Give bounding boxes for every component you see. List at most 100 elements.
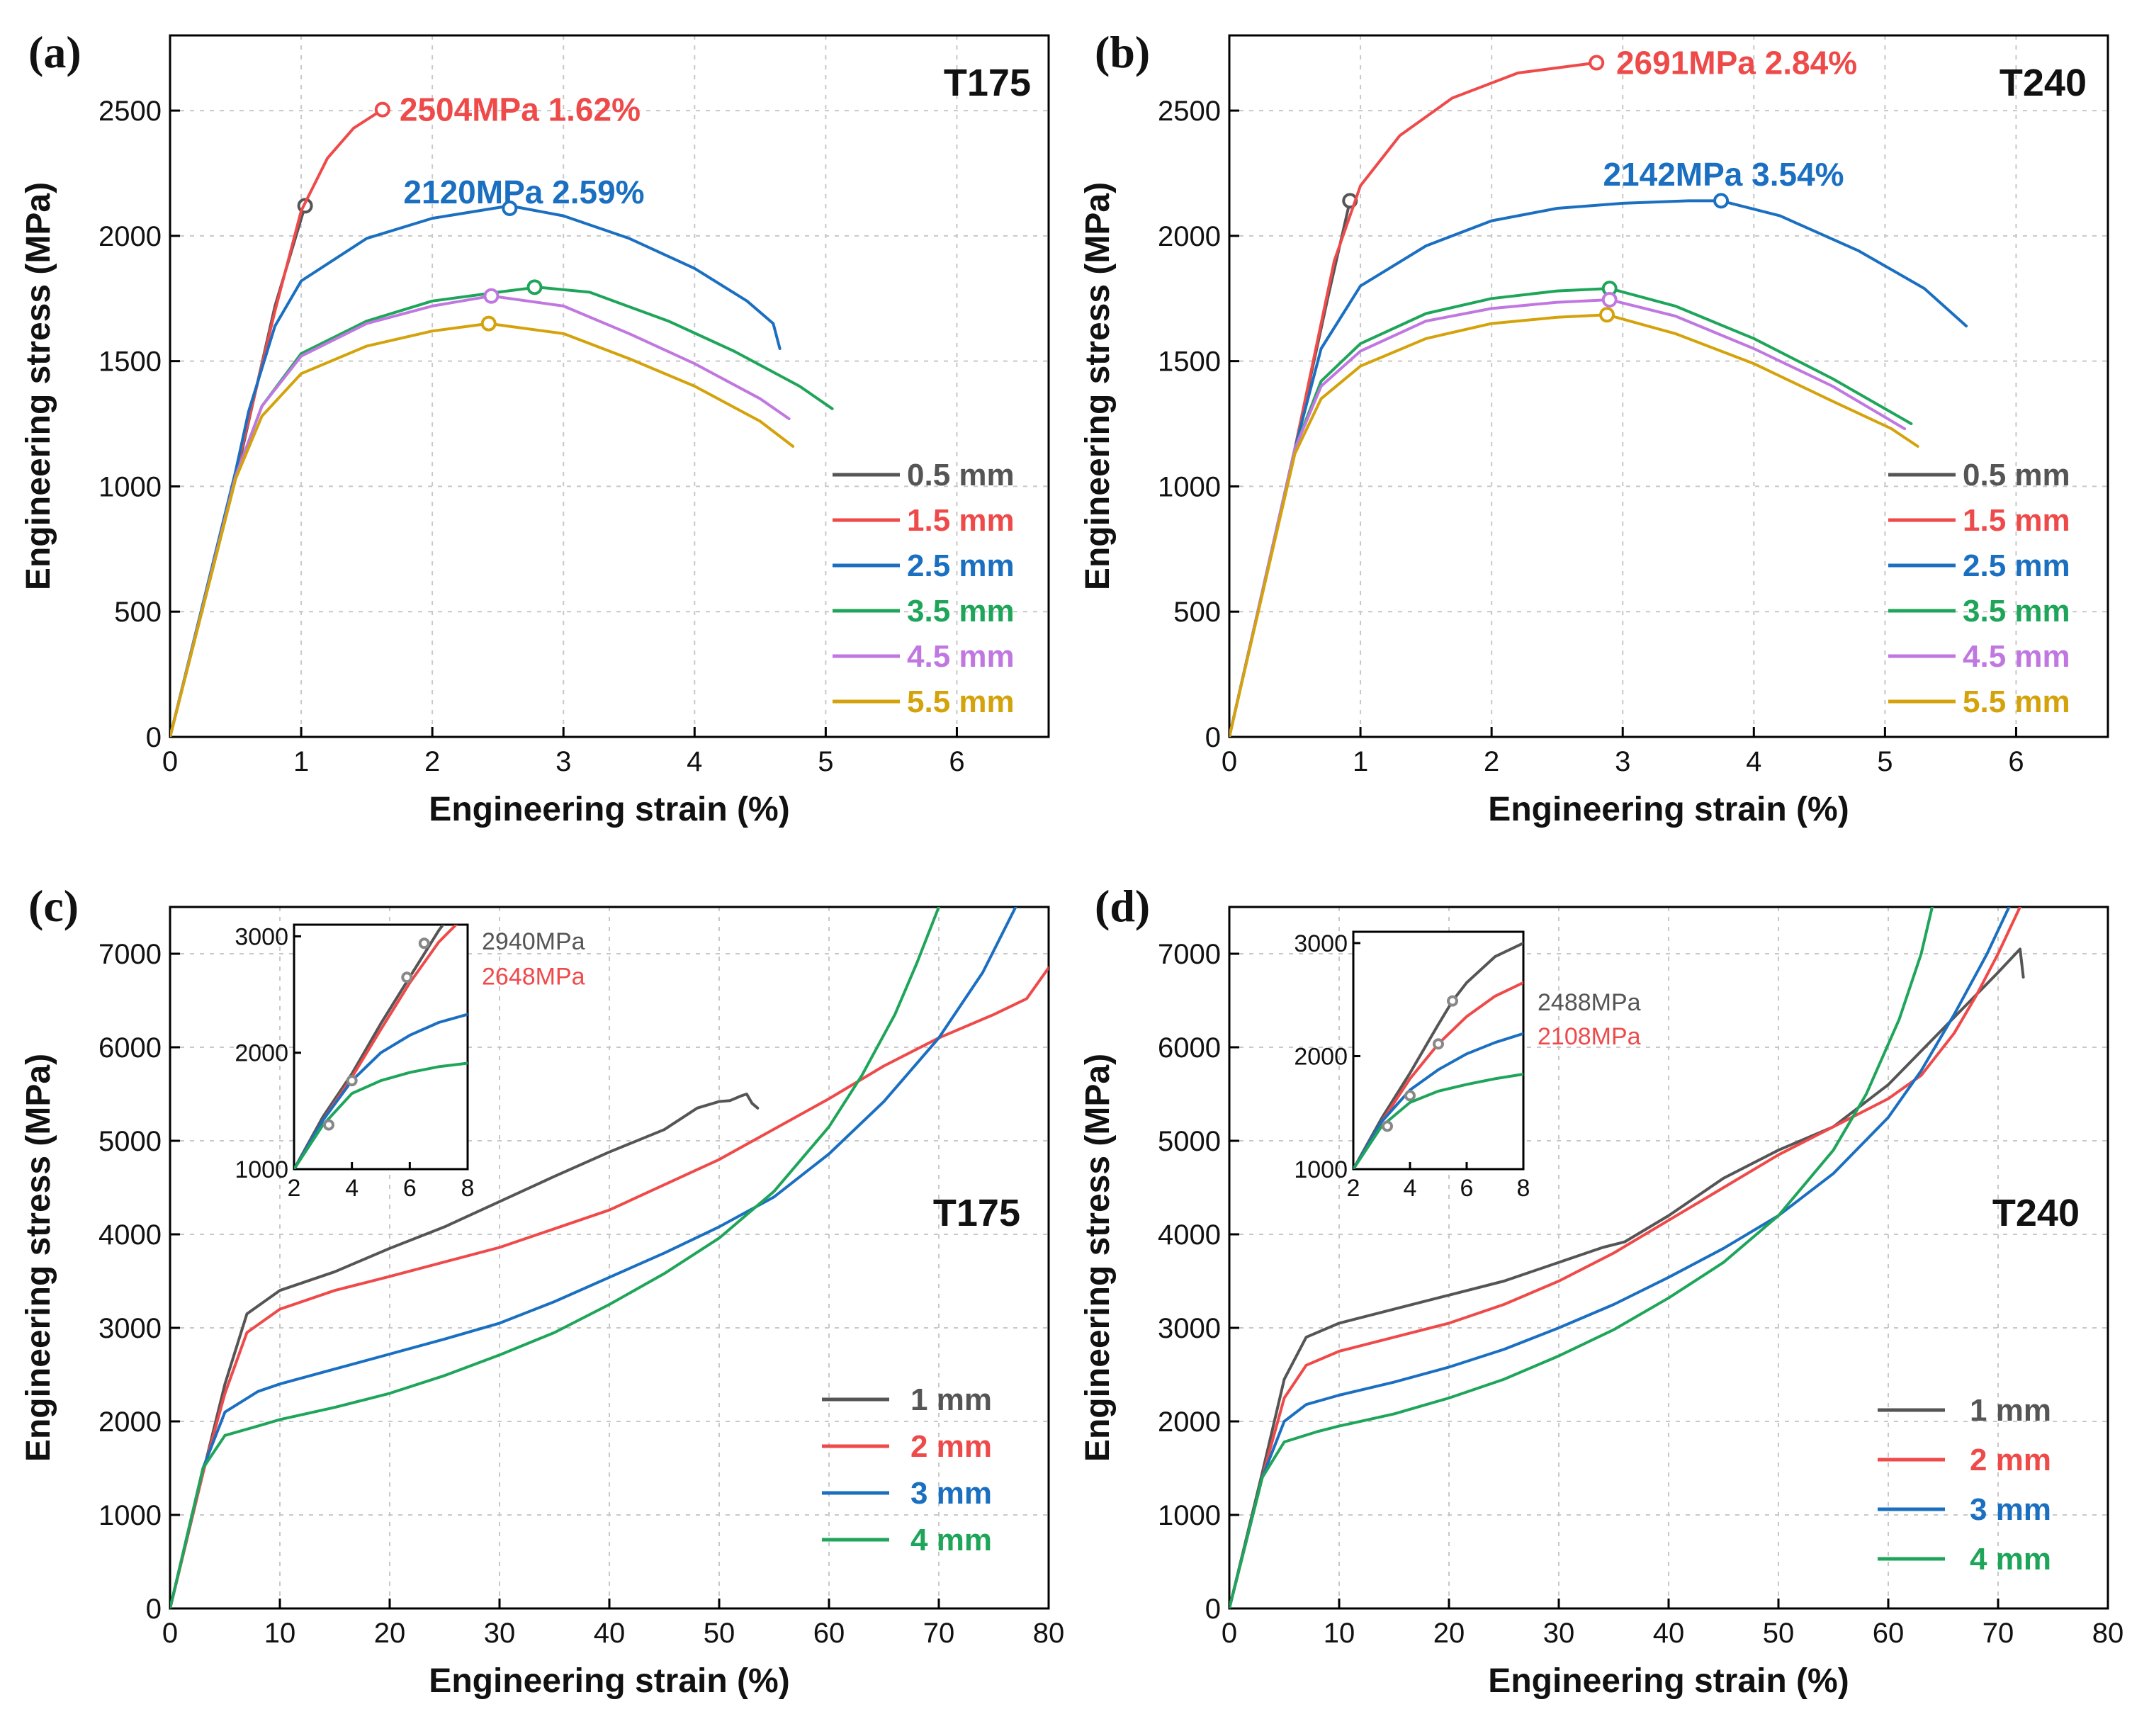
legend-label: 1.5 mm (907, 503, 1015, 538)
inset-x-tick-label: 6 (1460, 1175, 1474, 1202)
x-tick-label: 50 (1763, 1618, 1795, 1649)
inset-frame (293, 923, 469, 1171)
peak-marker (502, 200, 518, 216)
y-tick-label: 1000 (1158, 1500, 1221, 1531)
legend-label: 3 mm (1970, 1492, 2051, 1527)
series-line (170, 204, 782, 737)
x-tick-label: 3 (1615, 746, 1630, 777)
series-line (1229, 907, 2011, 1608)
inset-y-tick-label: 3000 (235, 923, 288, 950)
inset-series-line (294, 1061, 468, 1169)
inset-marker (1404, 1090, 1416, 1102)
y-axis-label: Engineering stress (MPa) (1079, 182, 1117, 590)
legend-label: 0.5 mm (907, 458, 1015, 492)
inset-annotation: 2648MPa (482, 963, 585, 990)
x-tick-label: 0 (162, 1618, 178, 1649)
legend-label: 1.5 mm (1963, 503, 2070, 538)
inset-frame (1352, 930, 1525, 1171)
inset-series-line (294, 1013, 468, 1169)
x-tick-label: 6 (2008, 746, 2024, 777)
y-tick-label: 3000 (1158, 1313, 1221, 1344)
legend-label: 2.5 mm (907, 548, 1015, 583)
inset-y-tick-label: 2000 (235, 1040, 288, 1067)
plot-frame (169, 34, 1050, 738)
x-axis-label: Engineering strain (%) (429, 1662, 789, 1700)
x-tick-label: 60 (1873, 1618, 1905, 1649)
y-tick-label: 5000 (98, 1126, 162, 1157)
legend-label: 0.5 mm (1963, 458, 2070, 492)
legend-label: 2 mm (1970, 1443, 2051, 1477)
series-line (1229, 61, 1598, 737)
inset-marker (346, 1075, 358, 1087)
y-tick-label: 0 (1205, 722, 1221, 753)
inset-marker (401, 971, 413, 983)
y-tick-label: 2500 (98, 96, 162, 127)
inset-x-tick-label: 6 (403, 1175, 417, 1202)
series-line (170, 966, 1049, 1608)
x-tick-label: 1 (1353, 746, 1368, 777)
y-tick-label: 1500 (98, 346, 162, 378)
peak-marker (483, 288, 500, 304)
legend-label: 4 mm (910, 1523, 992, 1557)
inset-marker (323, 1119, 334, 1131)
inset-marker (1447, 995, 1458, 1007)
x-tick-label: 70 (1982, 1618, 2014, 1649)
x-tick-label: 5 (818, 746, 833, 777)
x-tick-label: 40 (594, 1618, 626, 1649)
inset-marker (418, 937, 430, 949)
inset-series-line (1353, 1032, 1523, 1169)
peak-marker (1601, 292, 1618, 308)
x-tick-label: 70 (923, 1618, 955, 1649)
panel-tag: T240 (2000, 62, 2087, 104)
series-line (1229, 313, 1919, 737)
peak-marker (374, 101, 390, 118)
inset-y-tick-label: 1000 (1294, 1156, 1348, 1183)
y-tick-label: 1000 (1158, 471, 1221, 502)
panel-1: 0 1 2 3 4 5 6 0 500 1000 1500 2000 2500 Engineering s… (1079, 27, 2109, 828)
y-tick-label: 1000 (98, 1500, 162, 1531)
y-tick-label: 2000 (1158, 221, 1221, 252)
inset-x-tick-label: 8 (1517, 1175, 1530, 1202)
x-tick-label: 80 (1033, 1618, 1065, 1649)
inset-chart: 2 4 6 8 1000 2000 3000 2940MPa 2648MPa (235, 923, 585, 1202)
series-line (1229, 907, 2021, 1608)
y-tick-label: 500 (114, 597, 162, 628)
x-tick-label: 10 (264, 1618, 296, 1649)
x-tick-label: 50 (704, 1618, 735, 1649)
y-tick-label: 500 (1173, 597, 1221, 628)
x-tick-label: 6 (949, 746, 964, 777)
y-tick-label: 1000 (98, 471, 162, 502)
inset-annotation: 2488MPa (1538, 989, 1641, 1016)
y-tick-label: 2000 (98, 1407, 162, 1438)
y-tick-label: 6000 (98, 1032, 162, 1064)
peak-marker (526, 279, 543, 295)
legend-label: 2 mm (910, 1429, 992, 1464)
x-axis-label: Engineering strain (%) (1488, 1662, 1849, 1700)
peak-marker (1599, 307, 1615, 323)
y-tick-label: 1500 (1158, 346, 1221, 378)
y-tick-label: 0 (146, 722, 162, 753)
series-line (1229, 947, 2025, 1608)
inset-x-tick-label: 4 (1404, 1175, 1417, 1202)
x-tick-label: 0 (162, 746, 178, 777)
panel-tag: T175 (933, 1192, 1020, 1234)
x-tick-label: 60 (813, 1618, 845, 1649)
x-tick-label: 30 (1543, 1618, 1575, 1649)
peak-marker (1589, 55, 1605, 71)
inset-x-tick-label: 2 (288, 1175, 301, 1202)
legend-label: 3.5 mm (1963, 594, 2070, 629)
inset-series-line (1353, 942, 1523, 1169)
panel-0: 0 1 2 3 4 5 6 0 500 1000 1500 2000 2500 Engineering s… (20, 27, 1050, 828)
series-line (170, 286, 834, 737)
y-axis-label: Engineering stress (MPa) (1079, 1054, 1117, 1462)
panel-letter: (b) (1095, 27, 1150, 77)
x-tick-label: 80 (2092, 1618, 2124, 1649)
inset-x-tick-label: 2 (1347, 1175, 1360, 1202)
y-tick-label: 6000 (1158, 1032, 1221, 1064)
y-tick-label: 3000 (98, 1313, 162, 1344)
legend-label: 3.5 mm (907, 594, 1015, 629)
peak-annotation: 2691MPa 2.84% (1616, 45, 1857, 81)
inset-annotation: 2108MPa (1538, 1023, 1641, 1050)
series-line (170, 322, 795, 737)
panel-2: 0 10 20 30 40 50 60 70 80 0 1000 2000 3000 4000 5000 60… (20, 881, 1064, 1700)
